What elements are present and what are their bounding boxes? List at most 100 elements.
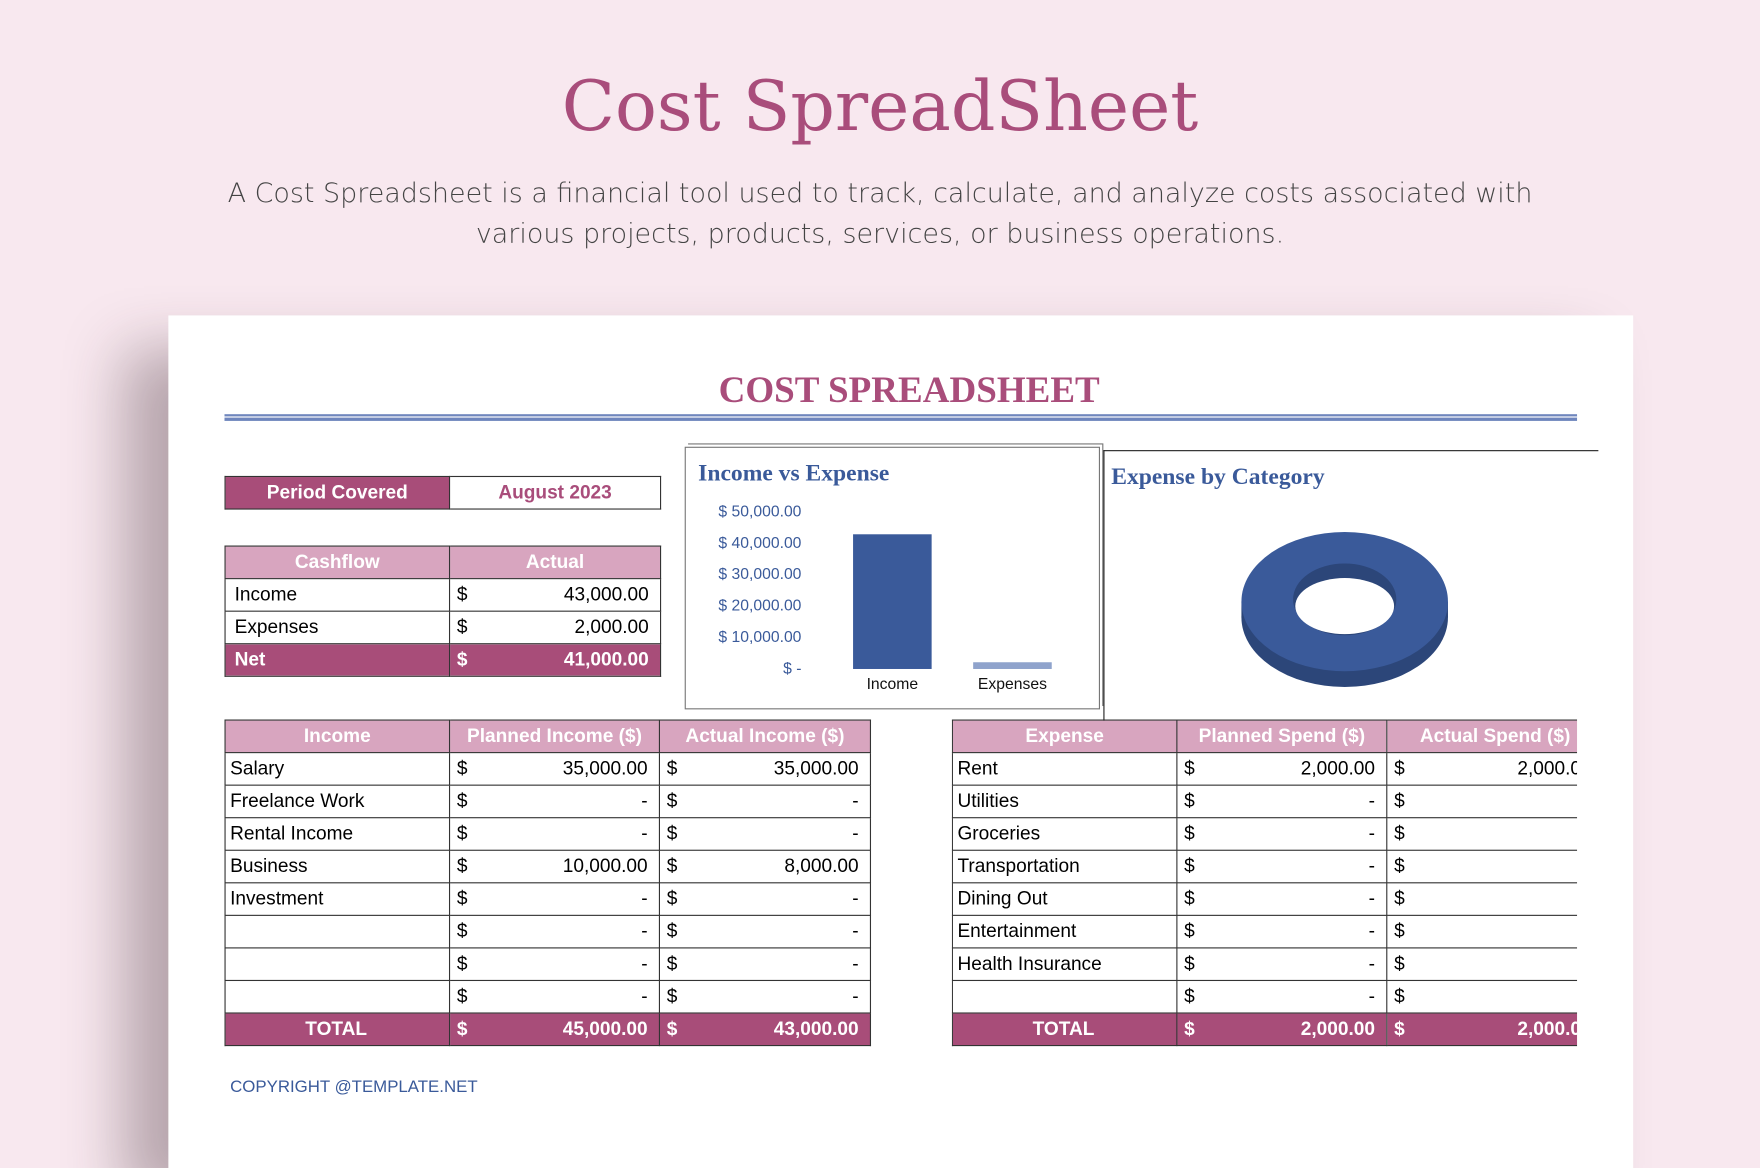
table-row: Rental Income $ - $ - (224, 817, 872, 851)
amount-cell[interactable]: $- (1386, 947, 1578, 982)
table-row: Utilities$-$- (951, 784, 1578, 819)
amount-value: 41,000.00 (563, 648, 649, 671)
period-value[interactable]: August 2023 (448, 475, 662, 510)
currency-symbol: $ (1394, 985, 1405, 1007)
amount-cell[interactable]: $10,000.00 (448, 849, 661, 884)
amount-value: - (1368, 790, 1376, 812)
row-label[interactable]: Freelance Work (224, 784, 451, 819)
amount-value: - (1368, 855, 1376, 877)
row-label[interactable]: Expenses (224, 610, 451, 645)
amount-value: - (1368, 887, 1376, 910)
currency-symbol: $ (1184, 1018, 1195, 1040)
amount-cell[interactable]: $- (1176, 947, 1388, 982)
amount-cell[interactable]: $- (1386, 979, 1578, 1014)
amount-cell[interactable]: $- (448, 979, 661, 1014)
amount-cell[interactable]: $- (1386, 849, 1578, 884)
row-label[interactable]: TOTAL (951, 1012, 1178, 1047)
row-label[interactable]: Dining Out (951, 882, 1178, 916)
amount-value: - (641, 790, 648, 812)
currency-symbol: $ (1394, 855, 1405, 877)
row-label[interactable]: Salary (224, 752, 451, 786)
amount-cell[interactable]: $- (1386, 882, 1578, 916)
amount-value: - (852, 887, 859, 910)
table-row: Transportation$-$- (951, 849, 1578, 884)
row-label[interactable]: Utilities (951, 784, 1178, 819)
currency-symbol: $ (666, 822, 678, 845)
currency-symbol: $ (1184, 887, 1195, 910)
table-row: $-$- (224, 914, 872, 949)
row-label[interactable]: Investment (224, 882, 451, 916)
amount-cell[interactable]: $- (1386, 784, 1578, 819)
period-label: Period Covered (224, 475, 451, 510)
amount-cell[interactable]: $35,000.00 (658, 752, 872, 786)
amount-cell[interactable]: $- (448, 784, 661, 819)
amount-cell[interactable]: $43,000.00 (448, 578, 662, 612)
amount-cell[interactable]: $2,000.00 (1176, 752, 1388, 786)
amount-value: 43,000.00 (773, 1018, 859, 1040)
amount-cell[interactable]: $- (448, 817, 661, 851)
amount-cell[interactable]: $41,000.00 (448, 643, 662, 677)
amount-cell[interactable]: $- (1176, 817, 1388, 851)
currency-symbol: $ (1184, 757, 1195, 779)
row-label[interactable] (224, 947, 451, 982)
amount-cell[interactable]: $- (448, 947, 661, 982)
amount-cell[interactable]: $- (1176, 784, 1388, 819)
row-label[interactable]: Business (224, 849, 451, 884)
amount-cell[interactable]: $- (1386, 914, 1578, 949)
row-label[interactable]: Transportation (951, 849, 1178, 884)
amount-value: - (1368, 952, 1376, 975)
column-header: Planned Spend ($) (1176, 719, 1388, 754)
amount-cell[interactable]: $- (1176, 914, 1388, 949)
amount-cell[interactable]: $- (658, 979, 872, 1014)
currency-symbol: $ (666, 757, 678, 779)
amount-value: 2,000.00 (1517, 1018, 1577, 1040)
amount-value: - (641, 920, 648, 942)
amount-value: 35,000.00 (773, 757, 859, 779)
amount-cell[interactable]: $2,000.00 (1176, 1012, 1388, 1047)
row-label[interactable]: Entertainment (951, 914, 1178, 949)
row-label[interactable]: Income (224, 578, 451, 612)
currency-symbol: $ (1394, 1018, 1405, 1040)
amount-cell[interactable]: $2,000.00 (1386, 1012, 1578, 1047)
row-label[interactable] (224, 914, 451, 949)
row-label[interactable] (951, 979, 1178, 1014)
amount-cell[interactable]: $- (658, 947, 872, 982)
amount-cell[interactable]: $- (1176, 882, 1388, 916)
amount-cell[interactable]: $45,000.00 (448, 1012, 661, 1047)
column-header: Actual Income ($) (658, 719, 872, 754)
amount-cell[interactable]: $- (658, 882, 872, 916)
amount-cell[interactable]: $43,000.00 (658, 1012, 872, 1047)
currency-symbol: $ (456, 616, 468, 638)
amount-cell[interactable]: $- (448, 914, 661, 949)
amount-cell[interactable]: $- (658, 784, 872, 819)
row-label[interactable]: Rent (951, 752, 1178, 786)
amount-cell[interactable]: $- (448, 882, 661, 916)
title-divider (224, 414, 1578, 418)
amount-cell[interactable]: $2,000.00 (1386, 752, 1578, 786)
amount-cell[interactable]: $- (1176, 849, 1388, 884)
income-vs-expense-chart: Income vs Expense $ - $ 10,000.00 $ 20,000… (684, 446, 1101, 710)
amount-cell[interactable]: $- (1386, 817, 1578, 851)
amount-cell[interactable]: $- (1176, 979, 1388, 1014)
amount-value: - (1368, 985, 1376, 1007)
amount-cell[interactable]: $8,000.00 (658, 849, 872, 884)
amount-cell[interactable]: $- (658, 817, 872, 851)
amount-cell[interactable]: $35,000.00 (448, 752, 661, 786)
row-label[interactable] (224, 979, 451, 1014)
currency-symbol: $ (666, 1018, 678, 1040)
table-row: Expenses $2,000.00 (224, 610, 662, 645)
row-label[interactable]: Net (224, 643, 451, 677)
table-row: Income $43,000.00 (224, 578, 662, 612)
row-label[interactable]: Groceries (951, 817, 1178, 851)
row-label[interactable]: Rental Income (224, 817, 451, 851)
currency-symbol: $ (1394, 952, 1405, 975)
table-row: Entertainment$-$- (951, 914, 1578, 949)
row-label[interactable]: Health Insurance (951, 947, 1178, 982)
row-label[interactable]: TOTAL (224, 1012, 451, 1047)
currency-symbol: $ (1394, 920, 1405, 942)
amount-cell[interactable]: $2,000.00 (448, 610, 662, 645)
amount-cell[interactable]: $- (658, 914, 872, 949)
table-row: $-$- (224, 979, 872, 1014)
currency-symbol: $ (1394, 757, 1405, 779)
header-row: Income Planned Income ($) Actual Income ($… (224, 719, 872, 754)
